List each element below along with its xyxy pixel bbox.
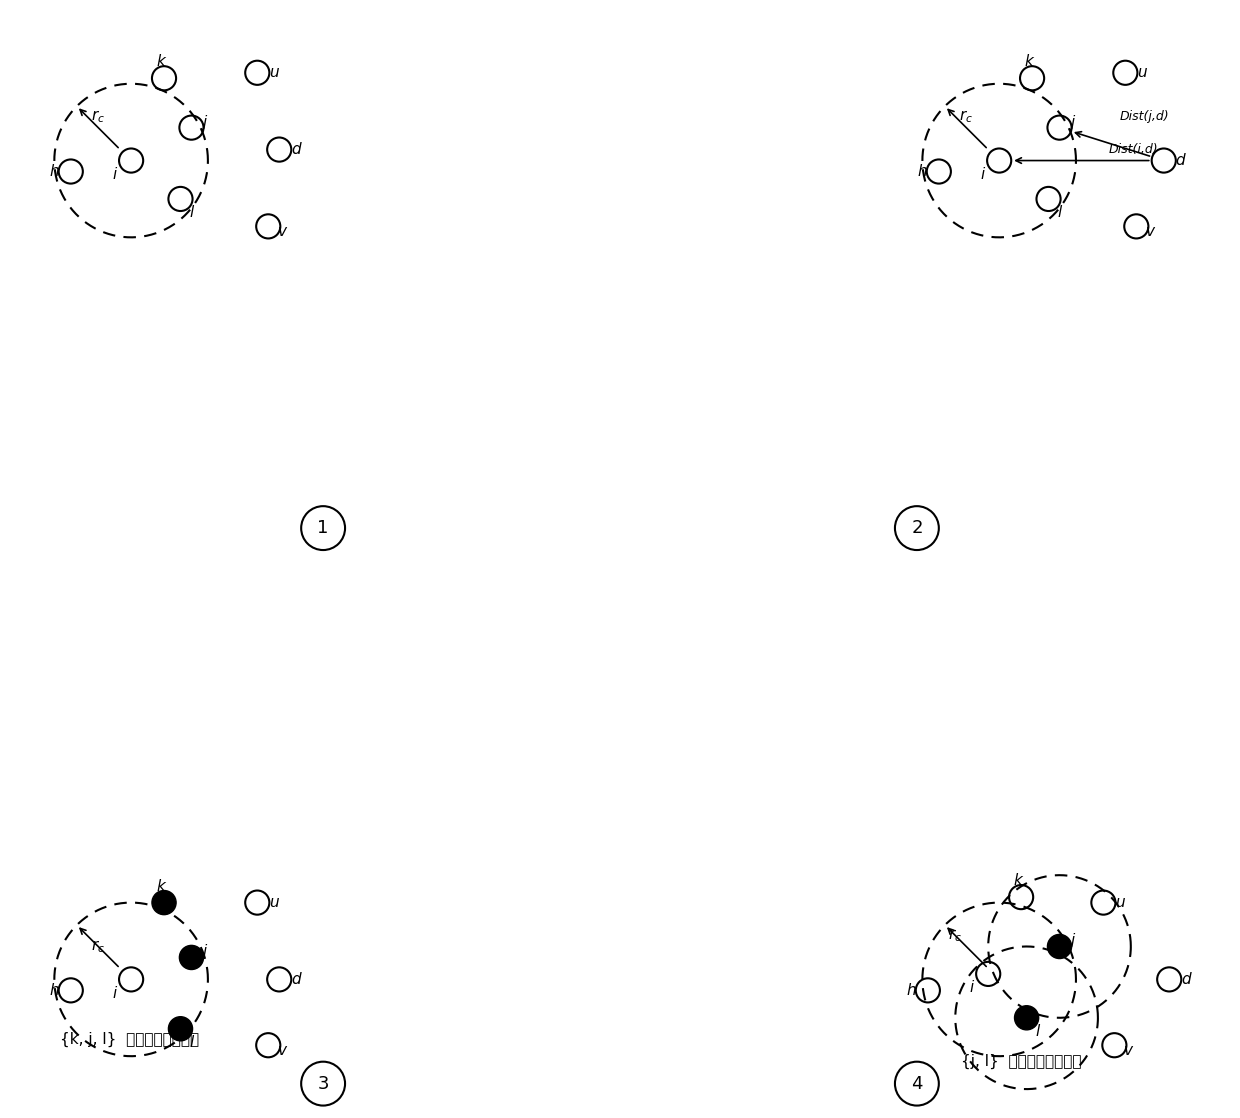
Circle shape: [153, 891, 176, 915]
Text: j: j: [203, 115, 207, 130]
Text: v: v: [1146, 225, 1154, 239]
Text: 4: 4: [911, 1074, 923, 1092]
Text: l: l: [1058, 206, 1061, 220]
Text: Dist(j,d): Dist(j,d): [1120, 111, 1169, 123]
Text: i: i: [113, 986, 117, 1001]
Text: l: l: [190, 1035, 193, 1050]
Text: k: k: [1014, 873, 1023, 888]
Text: h: h: [50, 164, 60, 179]
Text: d: d: [1180, 972, 1190, 987]
Text: k: k: [156, 879, 166, 893]
Text: d: d: [291, 142, 300, 157]
Text: $r_c$: $r_c$: [960, 108, 973, 125]
Circle shape: [180, 946, 203, 969]
Text: l: l: [1035, 1024, 1039, 1039]
Text: i: i: [970, 980, 973, 995]
Text: i: i: [113, 167, 117, 182]
Text: k: k: [156, 55, 166, 69]
Text: u: u: [1115, 896, 1125, 910]
Circle shape: [169, 1016, 192, 1041]
Text: d: d: [291, 972, 300, 987]
Text: k: k: [1025, 55, 1034, 69]
Text: u: u: [1137, 65, 1147, 80]
Text: v: v: [278, 225, 286, 239]
Text: v: v: [278, 1043, 286, 1059]
Text: {j, l}  候选下一跳节点集: {j, l} 候选下一跳节点集: [961, 1054, 1081, 1069]
Text: u: u: [269, 65, 279, 80]
Text: 3: 3: [317, 1074, 329, 1092]
Text: i: i: [981, 167, 985, 182]
Text: u: u: [269, 896, 279, 910]
Text: 2: 2: [911, 519, 923, 537]
Text: h: h: [50, 983, 60, 998]
Text: d: d: [1176, 153, 1185, 168]
Text: l: l: [190, 206, 193, 220]
Text: $r_c$: $r_c$: [949, 927, 962, 944]
Text: $r_c$: $r_c$: [92, 108, 105, 125]
Text: v: v: [1123, 1043, 1132, 1059]
Text: h: h: [906, 983, 916, 998]
Text: {k, j, l}  可用下一跳节点集: {k, j, l} 可用下一跳节点集: [60, 1032, 198, 1048]
Text: j: j: [1071, 115, 1075, 130]
Text: 1: 1: [317, 519, 329, 537]
Text: $r_c$: $r_c$: [92, 938, 105, 955]
Circle shape: [1048, 935, 1071, 958]
Text: h: h: [918, 164, 928, 179]
Text: j: j: [203, 945, 207, 959]
Text: Dist(i,d): Dist(i,d): [1109, 143, 1158, 157]
Circle shape: [1014, 1006, 1039, 1030]
Text: j: j: [1071, 934, 1075, 948]
